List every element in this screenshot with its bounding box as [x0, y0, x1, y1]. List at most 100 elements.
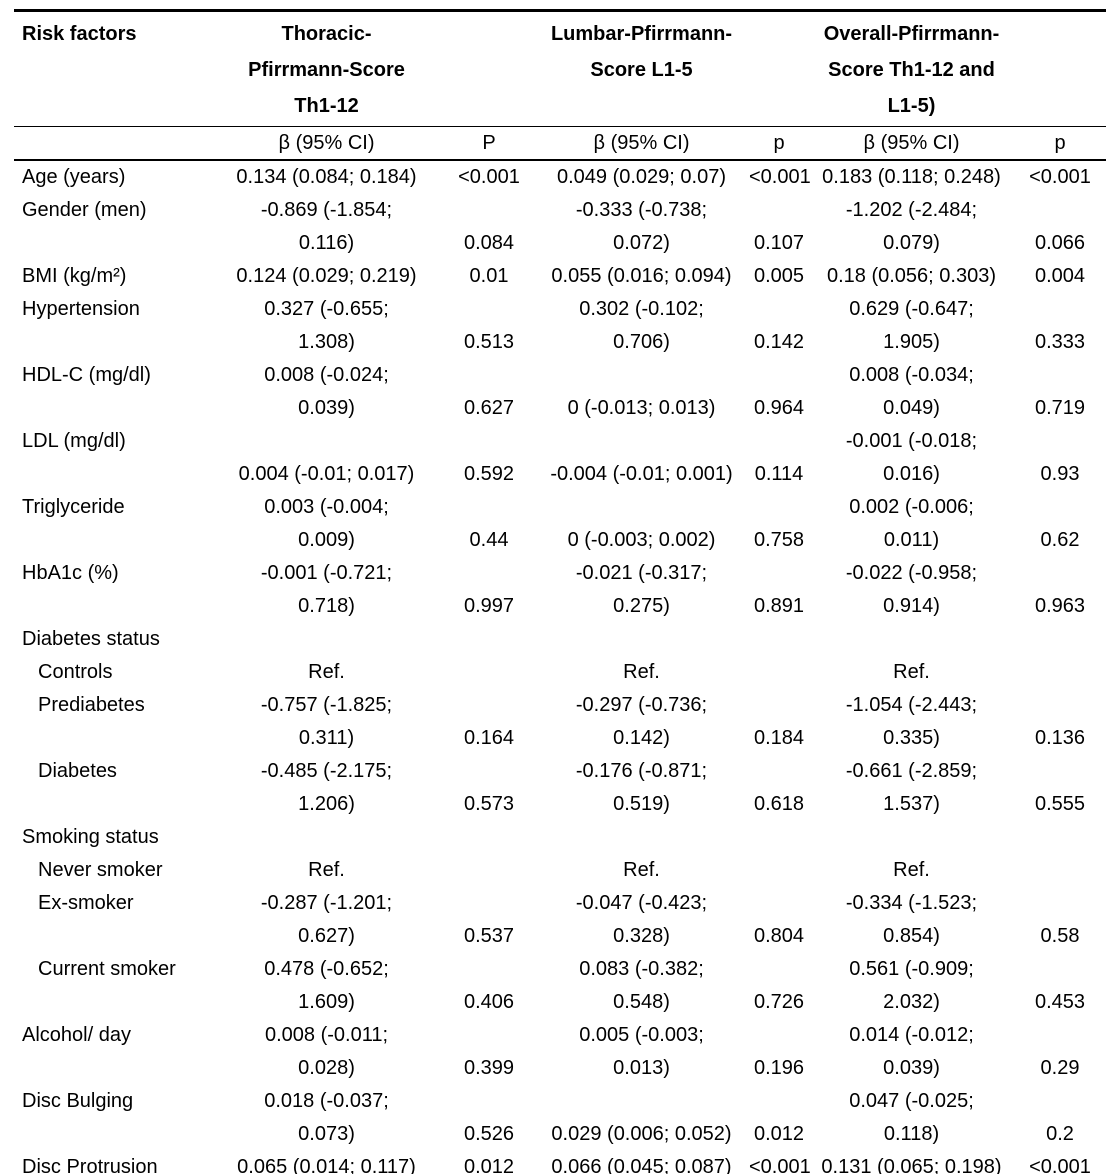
row-label: BMI (kg/m²)	[22, 265, 127, 287]
p-value-cell: <0.001	[1029, 166, 1091, 188]
beta-ci-cell: -0.022 (-0.958; 0.914)	[845, 562, 978, 617]
table-row: Diabetes -0.485 (-2.175; 1.206) 0.573 -0.17…	[14, 755, 1106, 821]
p-value-cell: 0.719	[1034, 397, 1086, 419]
row-label: Triglyceride	[22, 496, 125, 518]
row-label: Smoking status	[22, 826, 159, 848]
table-row: Prediabetes -0.757 (-1.825; 0.311) 0.164 -0…	[14, 689, 1106, 755]
table-row: Controls Ref. Ref. Ref.	[14, 656, 1106, 689]
subheader-beta-ci-thoracic: β (95% CI)	[209, 126, 444, 161]
p-value-cell: 0.107	[753, 232, 805, 254]
beta-ci-cell: Ref.	[623, 859, 660, 881]
beta-ci-cell: -0.333 (-0.738; 0.072)	[575, 199, 708, 254]
row-label: Gender (men)	[22, 199, 147, 221]
beta-ci-cell: 0.002 (-0.006; 0.011)	[849, 496, 974, 551]
p-value-cell: 0.142	[753, 331, 805, 353]
p-value-cell: <0.001	[749, 166, 811, 188]
p-value-cell: 0.513	[463, 331, 515, 353]
p-value-cell	[444, 656, 534, 689]
p-value-cell: 0.29	[1040, 1057, 1080, 1079]
table-row: Gender (men) -0.869 (-1.854; 0.116) 0.084 -…	[14, 194, 1106, 260]
table-row: Hypertension 0.327 (-0.655; 1.308) 0.513 0.…	[14, 293, 1106, 359]
row-label: Never smoker	[38, 859, 163, 881]
beta-ci-cell: -0.297 (-0.736; 0.142)	[575, 694, 708, 749]
beta-ci-cell: 0.629 (-0.647; 1.905)	[849, 298, 974, 353]
beta-ci-cell: -0.004 (-0.01; 0.001)	[550, 463, 733, 485]
table-row: Disc Protrusion 0.065 (0.014; 0.117) 0.012…	[14, 1151, 1106, 1174]
table-subheader-row: β (95% CI) P β (95% CI) p β (95% CI) p	[14, 126, 1106, 161]
row-label: Alcohol/ day	[22, 1024, 131, 1046]
row-label: LDL (mg/dl)	[22, 430, 126, 452]
regression-table: Risk factors Thoracic- Pfirrmann-Score T…	[14, 9, 1106, 1174]
beta-ci-cell: 0.478 (-0.652; 1.609)	[264, 958, 389, 1013]
beta-ci-cell: -0.287 (-1.201; 0.627)	[260, 892, 393, 947]
p-value-cell: 0.726	[753, 991, 805, 1013]
beta-ci-cell: 0.183 (0.118; 0.248)	[822, 166, 1001, 188]
beta-ci-cell: 0.134 (0.084; 0.184)	[236, 166, 417, 188]
subheader-p-lumbar: p	[749, 126, 809, 161]
p-value-cell: 0.891	[753, 595, 805, 617]
table-row: Ex-smoker -0.287 (-1.201; 0.627) 0.537 -0.0…	[14, 887, 1106, 953]
beta-ci-cell: 0.327 (-0.655; 1.308)	[264, 298, 389, 353]
beta-ci-cell: -0.661 (-2.859; 1.537)	[845, 760, 978, 815]
p-value-cell: 0.964	[753, 397, 805, 419]
beta-ci-cell	[809, 623, 1014, 656]
p-value-cell: <0.001	[458, 166, 520, 188]
row-label: HbA1c (%)	[22, 562, 119, 584]
beta-ci-cell: 0.302 (-0.102; 0.706)	[579, 298, 704, 353]
subheader-beta-ci-overall: β (95% CI)	[809, 126, 1014, 161]
p-value-cell: 0.333	[1034, 331, 1086, 353]
beta-ci-cell: 0.018 (-0.037; 0.073)	[264, 1090, 389, 1145]
table-row: Age (years) 0.134 (0.084; 0.184) <0.001 0.0…	[14, 160, 1106, 194]
beta-ci-cell: 0.014 (-0.012; 0.039)	[849, 1024, 974, 1079]
table-body: Age (years) 0.134 (0.084; 0.184) <0.001 0.0…	[14, 160, 1106, 1174]
beta-ci-cell: -1.054 (-2.443; 0.335)	[845, 694, 978, 749]
p-value-cell: 0.005	[753, 265, 805, 287]
p-value-cell: 0.573	[463, 793, 515, 815]
p-value-cell: 0.012	[753, 1123, 805, 1145]
table-row: HDL-C (mg/dl) 0.008 (-0.024; 0.039) 0.627 0…	[14, 359, 1106, 425]
beta-ci-cell: 0.005 (-0.003; 0.013)	[579, 1024, 704, 1079]
row-label: Age (years)	[22, 166, 126, 188]
beta-ci-cell: 0.008 (-0.011; 0.028)	[264, 1024, 389, 1079]
beta-ci-cell: 0.083 (-0.382; 0.548)	[579, 958, 704, 1013]
beta-ci-cell: 0.124 (0.029; 0.219)	[236, 265, 417, 287]
p-value-cell: 0.2	[1046, 1123, 1074, 1145]
subheader-beta-ci-lumbar: β (95% CI)	[534, 126, 749, 161]
beta-ci-cell: 0.055 (0.016; 0.094)	[551, 265, 732, 287]
table-row: Alcohol/ day 0.008 (-0.011; 0.028) 0.399 0.…	[14, 1019, 1106, 1085]
row-label: HDL-C (mg/dl)	[22, 364, 151, 386]
row-label: Diabetes	[38, 760, 117, 782]
beta-ci-cell	[534, 821, 749, 854]
row-label: Disc Protrusion	[22, 1156, 158, 1174]
beta-ci-cell: -0.176 (-0.871; 0.519)	[575, 760, 708, 815]
beta-ci-cell: 0.008 (-0.034; 0.049)	[849, 364, 974, 419]
beta-ci-cell: 0.18 (0.056; 0.303)	[826, 265, 996, 287]
p-value-cell: 0.997	[463, 595, 515, 617]
p-value-cell	[1014, 623, 1106, 656]
p-value-cell: 0.136	[1034, 727, 1086, 749]
beta-ci-cell: -0.047 (-0.423; 0.328)	[575, 892, 708, 947]
column-header-lumbar-score: Lumbar-Pfirrmann- Score L1-5	[534, 9, 749, 127]
p-value-cell: 0.62	[1040, 529, 1080, 551]
group-header-row: Smoking status	[14, 821, 1106, 854]
beta-ci-cell: Ref.	[623, 661, 660, 683]
table-row: Triglyceride 0.003 (-0.004; 0.009) 0.44 0 (…	[14, 491, 1106, 557]
beta-ci-cell	[209, 623, 444, 656]
beta-ci-cell: 0.003 (-0.004; 0.009)	[264, 496, 389, 551]
p-value-cell: 0.804	[753, 925, 805, 947]
p-value-cell	[444, 821, 534, 854]
p-value-cell	[749, 623, 809, 656]
beta-ci-cell: 0.131 (0.065; 0.198)	[821, 1156, 1002, 1174]
beta-ci-cell: 0.047 (-0.025; 0.118)	[849, 1090, 974, 1145]
beta-ci-cell	[809, 821, 1014, 854]
beta-ci-cell	[209, 821, 444, 854]
p-value-cell	[1014, 854, 1106, 887]
table-row: Never smoker Ref. Ref. Ref.	[14, 854, 1106, 887]
beta-ci-cell: 0.561 (-0.909; 2.032)	[849, 958, 974, 1013]
row-label: Ex-smoker	[38, 892, 134, 914]
p-value-cell: 0.066	[1034, 232, 1086, 254]
p-value-cell: 0.012	[463, 1156, 515, 1174]
p-value-cell: 0.537	[463, 925, 515, 947]
row-label: Current smoker	[38, 958, 176, 980]
p-value-cell: 0.01	[469, 265, 509, 287]
